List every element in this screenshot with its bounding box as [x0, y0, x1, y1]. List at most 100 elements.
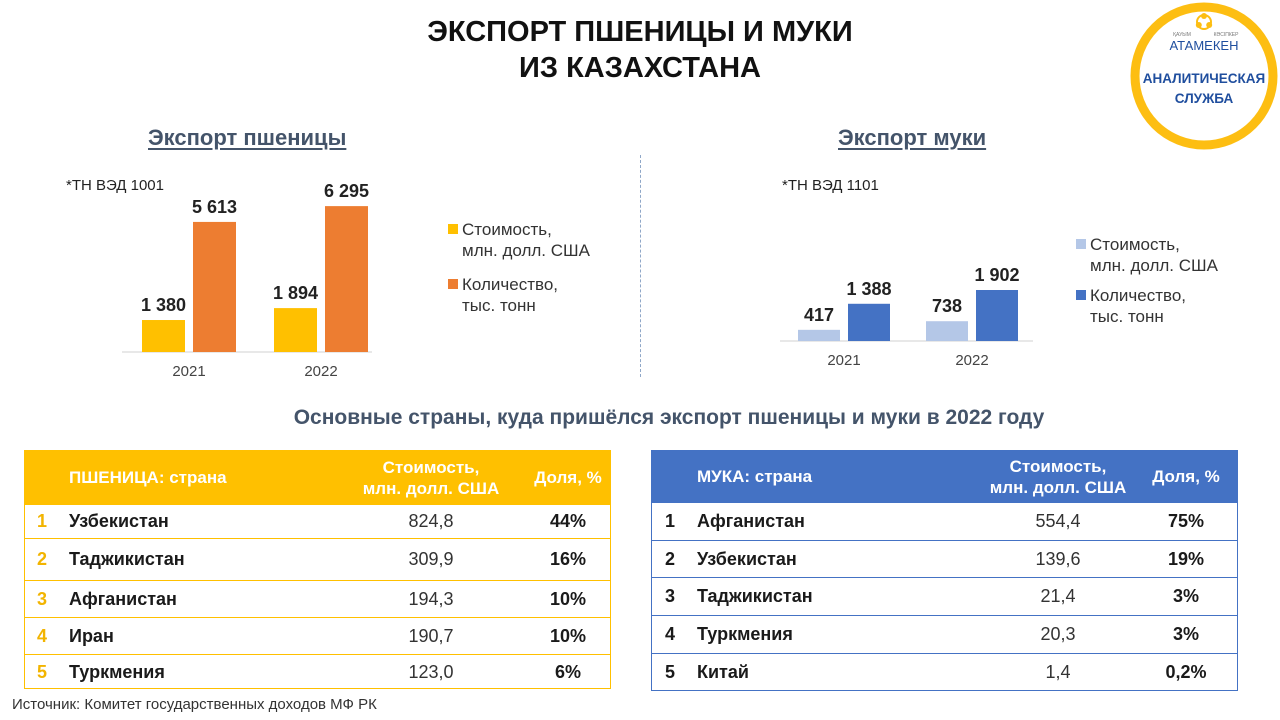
- wheat-countries-table: ПШЕНИЦА: страна Стоимость, млн. долл. США…: [24, 450, 611, 689]
- wheat-table-row: 1 Узбекистан 824,8 44%: [25, 504, 610, 538]
- wheat-tick-2021: 2021: [172, 363, 205, 380]
- header-country: МУКА: страна: [697, 466, 813, 486]
- row-share: 44%: [549, 511, 587, 531]
- legend-line: Количество,: [462, 275, 559, 294]
- wheat-legend: Стоимость, млн. долл. США Количество, ты…: [448, 219, 638, 319]
- page-title: ЭКСПОРТ ПШЕНИЦЫ И МУКИ ИЗ КАЗАХСТАНА: [0, 14, 1280, 86]
- row-value: 21,4: [1040, 586, 1076, 606]
- wheat-table-row: 2 Таджикистан 309,9 16%: [25, 538, 610, 580]
- wheat-bar-2022-s1: [325, 206, 368, 352]
- flour-bar-label-2021-s0: 417: [804, 305, 834, 325]
- row-country: Китай: [697, 662, 749, 682]
- flour-bar-label-2022-s1: 1 902: [974, 265, 1019, 285]
- row-share: 0,2%: [1165, 662, 1207, 682]
- logo-brand: АТАМЕКЕН: [1170, 38, 1239, 53]
- row-value: 1,4: [1045, 662, 1071, 682]
- row-country: Туркмения: [697, 624, 793, 644]
- page-title-line-1: ЭКСПОРТ ПШЕНИЦЫ И МУКИ: [427, 16, 853, 48]
- flour-bar-2021-s1: [848, 303, 890, 341]
- logo-ring: [1130, 2, 1278, 150]
- wheat-bar-label-2022-s1: 6 295: [324, 181, 369, 201]
- legend-swatch: [448, 224, 458, 234]
- flour-table-row: 3 Таджикистан 21,4 3%: [652, 577, 1237, 615]
- logo-emblem-icon: [1195, 13, 1213, 30]
- row-rank: 5: [37, 661, 48, 682]
- row-rank: 1: [665, 511, 676, 531]
- wheat-table-row: 5 Туркмения 123,0 6%: [25, 654, 610, 689]
- row-value: 20,3: [1040, 624, 1076, 644]
- flour-export-chart: 417 1 388 2021 738 1 902 2022: [780, 265, 1033, 369]
- row-rank: 5: [665, 662, 676, 682]
- legend-line: Стоимость,: [462, 220, 552, 239]
- row-rank: 2: [665, 548, 676, 569]
- flour-legend: Стоимость, млн. долл. США Количество, ты…: [1076, 234, 1266, 334]
- legend-line: Количество,: [1090, 286, 1187, 305]
- flour-tick-2021: 2021: [827, 352, 860, 369]
- row-share: 3%: [1172, 586, 1199, 606]
- flour-bar-2021-s0: [798, 329, 840, 341]
- header-country: ПШЕНИЦА: страна: [69, 467, 227, 487]
- row-country: Афганистан: [697, 511, 805, 531]
- atameken-logo: ҚАУЫМ КӘСІПКЕР АТАМЕКЕН АНАЛИТИЧЕСКАЯ СЛ…: [1128, 0, 1280, 152]
- row-share: 10%: [549, 588, 587, 609]
- logo-small-left: ҚАУЫМ: [1173, 32, 1191, 38]
- legend-line: Стоимость,: [1090, 235, 1180, 254]
- wheat-table-row: 3 Афганистан 194,3 10%: [25, 580, 610, 617]
- wheat-section-title: Экспорт пшеницы: [148, 125, 347, 150]
- wheat-bar-label-2021-s0: 1 380: [141, 295, 186, 315]
- row-rank: 4: [37, 625, 48, 646]
- logo-line-1: АНАЛИТИЧЕСКАЯ: [1143, 71, 1265, 86]
- row-country: Таджикистан: [697, 586, 813, 606]
- flour-countries-table: МУКА: страна Стоимость, млн. долл. США До…: [651, 450, 1238, 691]
- row-share: 16%: [549, 549, 587, 569]
- legend-swatch: [1076, 290, 1086, 300]
- row-value: 194,3: [408, 588, 454, 609]
- legend-line: млн. долл. США: [462, 241, 590, 260]
- row-country: Иран: [69, 625, 114, 646]
- flour-bar-2022-s1: [976, 290, 1018, 341]
- row-share: 10%: [549, 625, 587, 646]
- row-value: 139,6: [1035, 548, 1081, 569]
- row-country: Туркмения: [69, 661, 165, 682]
- flour-bar-label-2021-s1: 1 388: [846, 279, 891, 299]
- row-share: 75%: [1167, 511, 1205, 531]
- row-value: 190,7: [408, 625, 454, 646]
- flour-table-row: 1 Афганистан 554,4 75%: [652, 502, 1237, 540]
- source-note: Источник: Комитет государственных доходо…: [12, 696, 377, 713]
- wheat-table-row: 4 Иран 190,7 10%: [25, 617, 610, 654]
- header-value: Стоимость, млн. долл. США: [970, 451, 1146, 502]
- row-country: Афганистан: [69, 588, 177, 609]
- row-share: 3%: [1172, 624, 1199, 644]
- wheat-tick-2022: 2022: [304, 363, 337, 380]
- countries-subtitle: Основные страны, куда пришёлся экспорт п…: [293, 406, 1045, 429]
- row-rank: 1: [37, 511, 48, 531]
- wheat-bar-2022-s0: [274, 308, 317, 352]
- header-value-line: млн. долл. США: [362, 478, 500, 498]
- row-share: 19%: [1167, 548, 1205, 569]
- wheat-bar-label-2022-s0: 1 894: [273, 283, 318, 303]
- flour-tick-2022: 2022: [955, 352, 988, 369]
- flour-bar-label-2022-s0: 738: [932, 296, 962, 316]
- row-share: 6%: [554, 661, 581, 682]
- flour-table-row: 4 Туркмения 20,3 3%: [652, 615, 1237, 653]
- page-title-line-2: ИЗ КАЗАХСТАНА: [519, 52, 761, 84]
- header-value-line: Стоимость,: [382, 457, 480, 477]
- row-rank: 2: [37, 549, 48, 569]
- row-value: 123,0: [408, 661, 454, 682]
- wheat-bar-label-2021-s1: 5 613: [192, 197, 237, 217]
- row-rank: 4: [665, 624, 676, 644]
- row-value: 554,4: [1035, 511, 1081, 531]
- wheat-code-note: *ТН ВЭД 1001: [66, 177, 164, 194]
- wheat-table-header: ПШЕНИЦА: страна Стоимость, млн. долл. США…: [25, 451, 610, 504]
- row-country: Узбекистан: [69, 511, 169, 531]
- row-value: 824,8: [408, 511, 454, 531]
- flour-code-note: *ТН ВЭД 1101: [782, 177, 879, 194]
- flour-bar-2022-s0: [926, 321, 968, 341]
- header-value-line: млн. долл. США: [989, 477, 1127, 497]
- legend-swatch: [1076, 239, 1086, 249]
- wheat-export-chart: 1 380 5 613 2021 1 894 6 295 2022: [122, 181, 372, 380]
- wheat-bar-2021-s1: [193, 221, 236, 352]
- flour-section-title: Экспорт муки: [838, 125, 987, 150]
- legend-swatch: [448, 279, 458, 289]
- legend-line: тыс. тонн: [462, 296, 536, 315]
